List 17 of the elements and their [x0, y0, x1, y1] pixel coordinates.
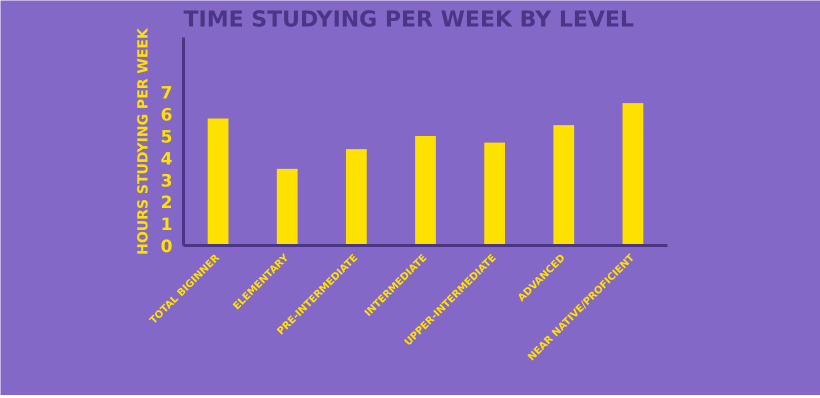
bar: [276, 168, 298, 246]
y-tick-label: 7: [160, 84, 173, 104]
bar: [346, 149, 367, 246]
y-tick-label: 3: [160, 171, 173, 192]
bar: [553, 125, 574, 246]
y-tick-label: 0: [160, 237, 173, 257]
bar: [208, 118, 228, 246]
bar: [484, 142, 506, 246]
y-tick-label: 6: [160, 106, 173, 126]
chart-title: TIME STUDYING PER WEEK BY LEVEL: [184, 8, 634, 32]
y-axis-title: HOURS STUDYING PER WEEK: [136, 27, 152, 255]
y-tick-label: 2: [160, 193, 173, 214]
y-tick-label: 5: [160, 128, 173, 148]
y-tick-label: 4: [160, 149, 173, 170]
bar: [415, 136, 436, 246]
bar: [622, 103, 644, 246]
y-tick-label: 1: [160, 215, 173, 236]
